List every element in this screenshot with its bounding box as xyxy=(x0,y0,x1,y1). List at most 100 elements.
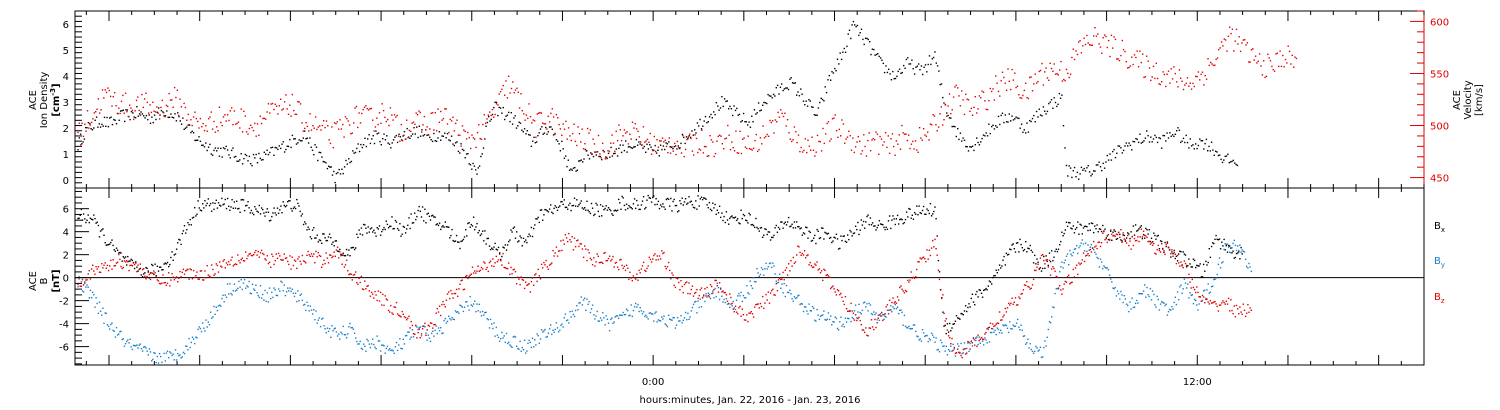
velocity-point xyxy=(323,120,325,122)
by-point xyxy=(349,322,351,325)
velocity-point xyxy=(1294,56,1296,58)
bx-point xyxy=(776,231,779,233)
density-point xyxy=(309,137,311,139)
bz-point xyxy=(767,291,769,293)
velocity-point xyxy=(1004,82,1006,84)
bz-point xyxy=(466,274,468,277)
density-point xyxy=(331,174,334,176)
velocity-point xyxy=(570,139,572,142)
velocity-point xyxy=(393,114,396,116)
bx-point xyxy=(957,317,959,319)
bx-point xyxy=(825,232,827,234)
density-point xyxy=(912,68,914,70)
velocity-point xyxy=(672,150,674,152)
velocity-point xyxy=(527,117,529,120)
density-point xyxy=(661,148,663,151)
bz-point xyxy=(824,269,826,272)
bz-point xyxy=(274,259,276,262)
bx-point xyxy=(631,208,633,210)
bx-point xyxy=(309,236,312,238)
bz-point xyxy=(254,251,256,254)
bx-point xyxy=(1201,276,1204,278)
bz-point xyxy=(317,252,319,254)
bx-point xyxy=(1142,234,1145,236)
bx-point xyxy=(1191,266,1193,268)
bz-point xyxy=(893,302,895,304)
density-point xyxy=(669,146,671,148)
density-point xyxy=(365,145,368,148)
by-point xyxy=(896,306,899,308)
density-point xyxy=(362,144,365,146)
bx-point xyxy=(672,200,674,203)
velocity-point xyxy=(1226,50,1228,52)
bx-point xyxy=(808,230,810,232)
by-point xyxy=(1096,256,1098,259)
bz-point xyxy=(307,250,309,253)
bx-point xyxy=(537,216,539,219)
velocity-point xyxy=(1219,47,1221,49)
bz-point xyxy=(390,304,392,307)
bz-point xyxy=(826,274,828,276)
bz-point xyxy=(730,296,732,299)
by-point xyxy=(909,328,911,330)
bx-point xyxy=(752,224,755,227)
bz-point xyxy=(776,289,779,292)
density-point xyxy=(502,106,504,109)
by-point xyxy=(731,305,733,307)
by-point xyxy=(404,335,407,337)
velocity-point xyxy=(611,134,613,136)
velocity-point xyxy=(444,108,446,110)
by-point xyxy=(319,325,322,328)
density-point xyxy=(1030,120,1032,123)
bz-point xyxy=(874,318,876,321)
velocity-point xyxy=(282,108,284,110)
density-point xyxy=(893,78,895,80)
bx-point xyxy=(755,217,757,220)
density-tick-label: 2 xyxy=(63,124,69,135)
density-point xyxy=(738,113,741,116)
bx-point xyxy=(977,296,979,298)
bz-point xyxy=(415,324,417,327)
by-point xyxy=(1052,306,1054,308)
by-point xyxy=(179,354,181,356)
by-point xyxy=(1089,246,1091,248)
velocity-point xyxy=(244,115,246,117)
velocity-point xyxy=(648,141,650,143)
bz-point xyxy=(107,269,110,272)
bx-point xyxy=(196,213,198,215)
by-point xyxy=(640,310,643,312)
density-tick-label: 3 xyxy=(63,98,69,109)
bx-point xyxy=(389,225,391,227)
bx-point xyxy=(561,200,563,203)
bz-point xyxy=(189,268,191,270)
bz-point xyxy=(298,256,300,258)
bx-point xyxy=(256,210,258,212)
bz-point xyxy=(282,259,284,261)
velocity-point xyxy=(298,101,300,103)
by-point xyxy=(426,339,428,341)
bx-point xyxy=(959,318,961,320)
velocity-point xyxy=(929,123,932,125)
bx-point xyxy=(556,209,559,211)
bx-point xyxy=(89,217,92,219)
by-point xyxy=(502,337,504,339)
by-point xyxy=(608,330,611,332)
by-point xyxy=(281,281,283,284)
bx-point xyxy=(1087,229,1089,232)
by-point xyxy=(598,320,601,322)
velocity-point xyxy=(1109,55,1111,58)
by-point xyxy=(279,290,281,292)
by-point xyxy=(411,329,414,331)
velocity-point xyxy=(1125,61,1127,63)
velocity-point xyxy=(363,106,366,109)
by-point xyxy=(705,293,707,295)
bx-point xyxy=(842,235,844,237)
bz-point xyxy=(993,325,995,328)
bx-point xyxy=(721,212,723,214)
bx-point xyxy=(694,207,696,209)
density-point xyxy=(1219,154,1221,156)
velocity-point xyxy=(1229,26,1231,28)
velocity-point xyxy=(207,118,210,120)
density-point xyxy=(967,150,970,152)
bz-point xyxy=(168,272,170,274)
